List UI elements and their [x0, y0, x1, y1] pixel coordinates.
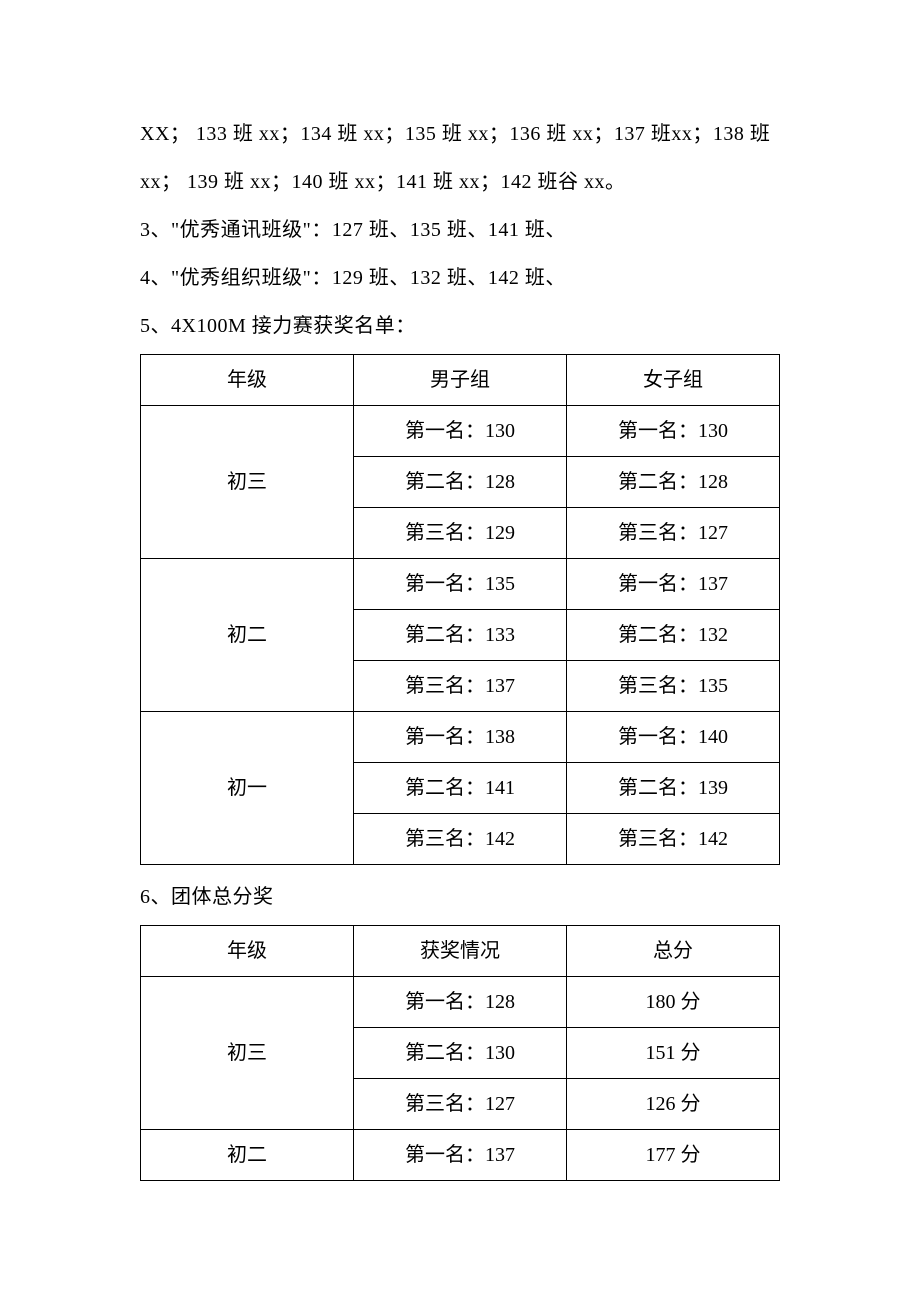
header-female: 女子组 — [567, 355, 780, 406]
table-header-row: 年级 男子组 女子组 — [141, 355, 780, 406]
male-cell: 第二名：128 — [354, 457, 567, 508]
female-cell: 第二名：128 — [567, 457, 780, 508]
score-cell: 180 分 — [567, 977, 780, 1028]
score-cell: 126 分 — [567, 1079, 780, 1130]
header-score: 总分 — [567, 926, 780, 977]
relay-race-table: 年级 男子组 女子组 初三 第一名：130 第一名：130 第二名：128 第二… — [140, 354, 780, 865]
grade-cell: 初二 — [141, 559, 354, 712]
female-cell: 第一名：140 — [567, 712, 780, 763]
table-row: 初一 第一名：138 第一名：140 — [141, 712, 780, 763]
team-total-table: 年级 获奖情况 总分 初三 第一名：128 180 分 第二名：130 151 … — [140, 925, 780, 1181]
score-cell: 151 分 — [567, 1028, 780, 1079]
male-cell: 第二名：141 — [354, 763, 567, 814]
grade-cell: 初三 — [141, 977, 354, 1130]
table-header-row: 年级 获奖情况 总分 — [141, 926, 780, 977]
paragraph-line-1: XX； 133 班 xx；134 班 xx；135 班 xx；136 班 xx；… — [140, 110, 780, 158]
grade-cell: 初三 — [141, 406, 354, 559]
male-cell: 第三名：142 — [354, 814, 567, 865]
female-cell: 第二名：139 — [567, 763, 780, 814]
male-cell: 第一名：130 — [354, 406, 567, 457]
female-cell: 第三名：142 — [567, 814, 780, 865]
female-cell: 第一名：130 — [567, 406, 780, 457]
rank-cell: 第二名：130 — [354, 1028, 567, 1079]
female-cell: 第三名：127 — [567, 508, 780, 559]
female-cell: 第一名：137 — [567, 559, 780, 610]
header-male: 男子组 — [354, 355, 567, 406]
male-cell: 第三名：129 — [354, 508, 567, 559]
paragraph-line-3: 3、"优秀通讯班级"：127 班、135 班、141 班、 — [140, 206, 780, 254]
male-cell: 第二名：133 — [354, 610, 567, 661]
table-row: 初三 第一名：128 180 分 — [141, 977, 780, 1028]
header-rank: 获奖情况 — [354, 926, 567, 977]
header-grade: 年级 — [141, 355, 354, 406]
rank-cell: 第一名：137 — [354, 1130, 567, 1181]
rank-cell: 第三名：127 — [354, 1079, 567, 1130]
grade-cell: 初二 — [141, 1130, 354, 1181]
table-row: 初二 第一名：135 第一名：137 — [141, 559, 780, 610]
female-cell: 第二名：132 — [567, 610, 780, 661]
grade-cell: 初一 — [141, 712, 354, 865]
rank-cell: 第一名：128 — [354, 977, 567, 1028]
paragraph-line-6: 6、团体总分奖 — [140, 873, 780, 921]
male-cell: 第一名：135 — [354, 559, 567, 610]
paragraph-line-4: 4、"优秀组织班级"：129 班、132 班、142 班、 — [140, 254, 780, 302]
table-row: 初二 第一名：137 177 分 — [141, 1130, 780, 1181]
male-cell: 第三名：137 — [354, 661, 567, 712]
paragraph-line-5: 5、4X100M 接力赛获奖名单： — [140, 302, 780, 350]
header-grade: 年级 — [141, 926, 354, 977]
female-cell: 第三名：135 — [567, 661, 780, 712]
paragraph-line-2: xx； 139 班 xx；140 班 xx；141 班 xx；142 班谷 xx… — [140, 158, 780, 206]
table-row: 初三 第一名：130 第一名：130 — [141, 406, 780, 457]
score-cell: 177 分 — [567, 1130, 780, 1181]
male-cell: 第一名：138 — [354, 712, 567, 763]
